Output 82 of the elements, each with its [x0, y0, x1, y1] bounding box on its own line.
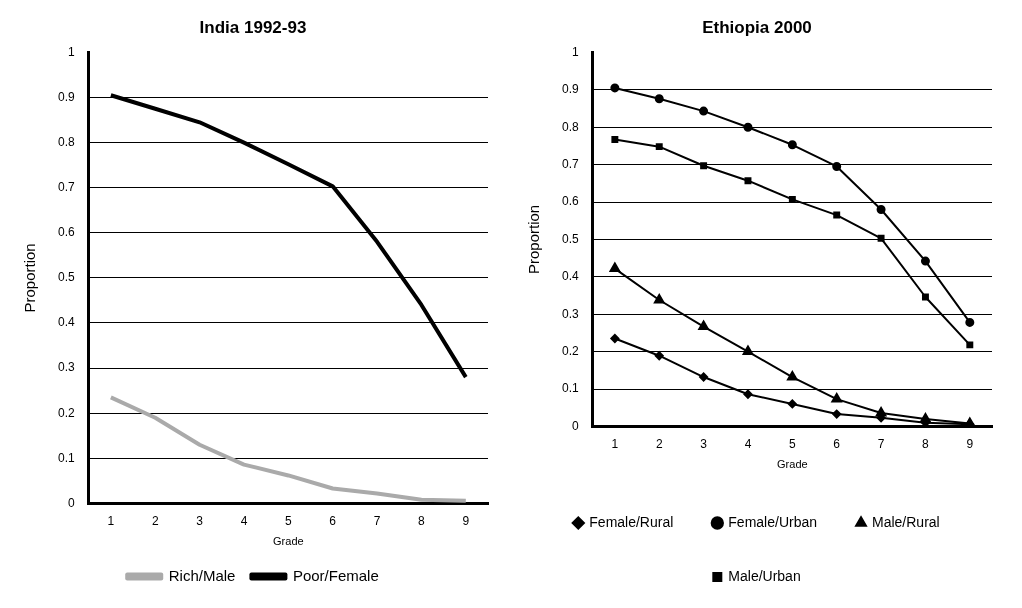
x-tick-label: 2: [151, 513, 159, 528]
point: [698, 320, 709, 331]
point: [742, 345, 754, 356]
point: [965, 317, 975, 327]
point: [655, 143, 663, 151]
x-axis-title: Grade: [273, 535, 304, 548]
x-tick-label: 7: [877, 436, 885, 451]
x-tick-label: 4: [240, 513, 248, 528]
legend-label: Female/Rural: [589, 513, 674, 530]
y-tick-label: 0.1: [561, 381, 579, 396]
legend-label: Poor/Female: [292, 566, 379, 584]
y-tick-label: 0.7: [57, 180, 75, 195]
y-tick-label: 0.1: [57, 450, 75, 465]
point: [787, 371, 798, 381]
point: [877, 234, 885, 242]
y-tick-label: 0.4: [57, 315, 75, 330]
point: [787, 399, 797, 409]
y-tick-label: 0.8: [561, 119, 579, 134]
y-tick-label: 0.2: [561, 343, 579, 358]
y-tick-label: 0.5: [561, 231, 579, 246]
x-tick-label: 2: [655, 436, 663, 451]
legend-label: Female/Urban: [728, 513, 818, 530]
y-tick-label: 0.5: [57, 270, 75, 285]
legend-label: Male/Urban: [728, 567, 801, 584]
y-tick-label: 0.4: [561, 269, 579, 284]
y-tick-label: 0.3: [57, 360, 75, 375]
y-tick-label: 0.6: [57, 225, 75, 240]
x-tick-label: 6: [833, 436, 841, 451]
point: [832, 409, 842, 419]
legend-label: Male/Rural: [872, 513, 940, 530]
x-axis-title: Grade: [777, 458, 808, 471]
y-axis-title: Proportion: [525, 204, 543, 275]
point: [920, 256, 930, 266]
y-tick-label: 0.9: [57, 89, 75, 104]
point: [788, 195, 796, 203]
x-tick-label: 1: [611, 436, 619, 451]
y-tick-label: 0.8: [57, 134, 75, 149]
x-tick-label: 3: [196, 513, 204, 528]
point: [832, 161, 842, 171]
point: [743, 122, 753, 132]
x-tick-label: 1: [107, 513, 115, 528]
y-tick-label: 0.3: [561, 306, 579, 321]
point: [699, 372, 709, 382]
y-tick-label: 0: [571, 418, 579, 433]
x-tick-label: 5: [285, 513, 292, 528]
x-tick-label: 9: [462, 513, 470, 528]
x-tick-label: 4: [744, 436, 752, 451]
point: [744, 177, 752, 185]
x-tick-label: 5: [789, 436, 796, 451]
point: [699, 106, 709, 116]
y-tick-label: 0: [67, 495, 75, 510]
x-tick-label: 8: [922, 436, 930, 451]
point: [831, 393, 843, 403]
y-tick-label: 0.2: [57, 405, 75, 420]
x-tick-label: 9: [966, 436, 974, 451]
y-tick-label: 1: [67, 44, 75, 59]
y-tick-label: 0.7: [561, 156, 579, 171]
point: [787, 140, 797, 150]
legend-label: Rich/Male: [168, 566, 236, 584]
point: [653, 293, 665, 304]
y-tick-label: 1: [571, 44, 579, 59]
x-tick-label: 6: [329, 513, 337, 528]
y-axis-title: Proportion: [21, 243, 39, 313]
point: [921, 293, 929, 301]
point: [611, 136, 619, 144]
point: [966, 341, 974, 349]
point: [609, 262, 621, 273]
y-tick-label: 0.9: [561, 82, 579, 97]
x-tick-label: 3: [700, 436, 708, 451]
x-tick-label: 7: [373, 513, 381, 528]
point: [610, 83, 620, 93]
point: [833, 211, 841, 219]
point: [700, 162, 708, 170]
point: [654, 351, 664, 361]
point: [610, 334, 620, 344]
point: [743, 389, 753, 399]
point: [876, 204, 886, 214]
chart-title: India 1992-93: [199, 17, 307, 37]
y-tick-label: 0.6: [561, 194, 579, 209]
chart-title: Ethiopia 2000: [702, 17, 812, 37]
x-tick-label: 8: [418, 513, 426, 528]
point: [654, 94, 664, 104]
